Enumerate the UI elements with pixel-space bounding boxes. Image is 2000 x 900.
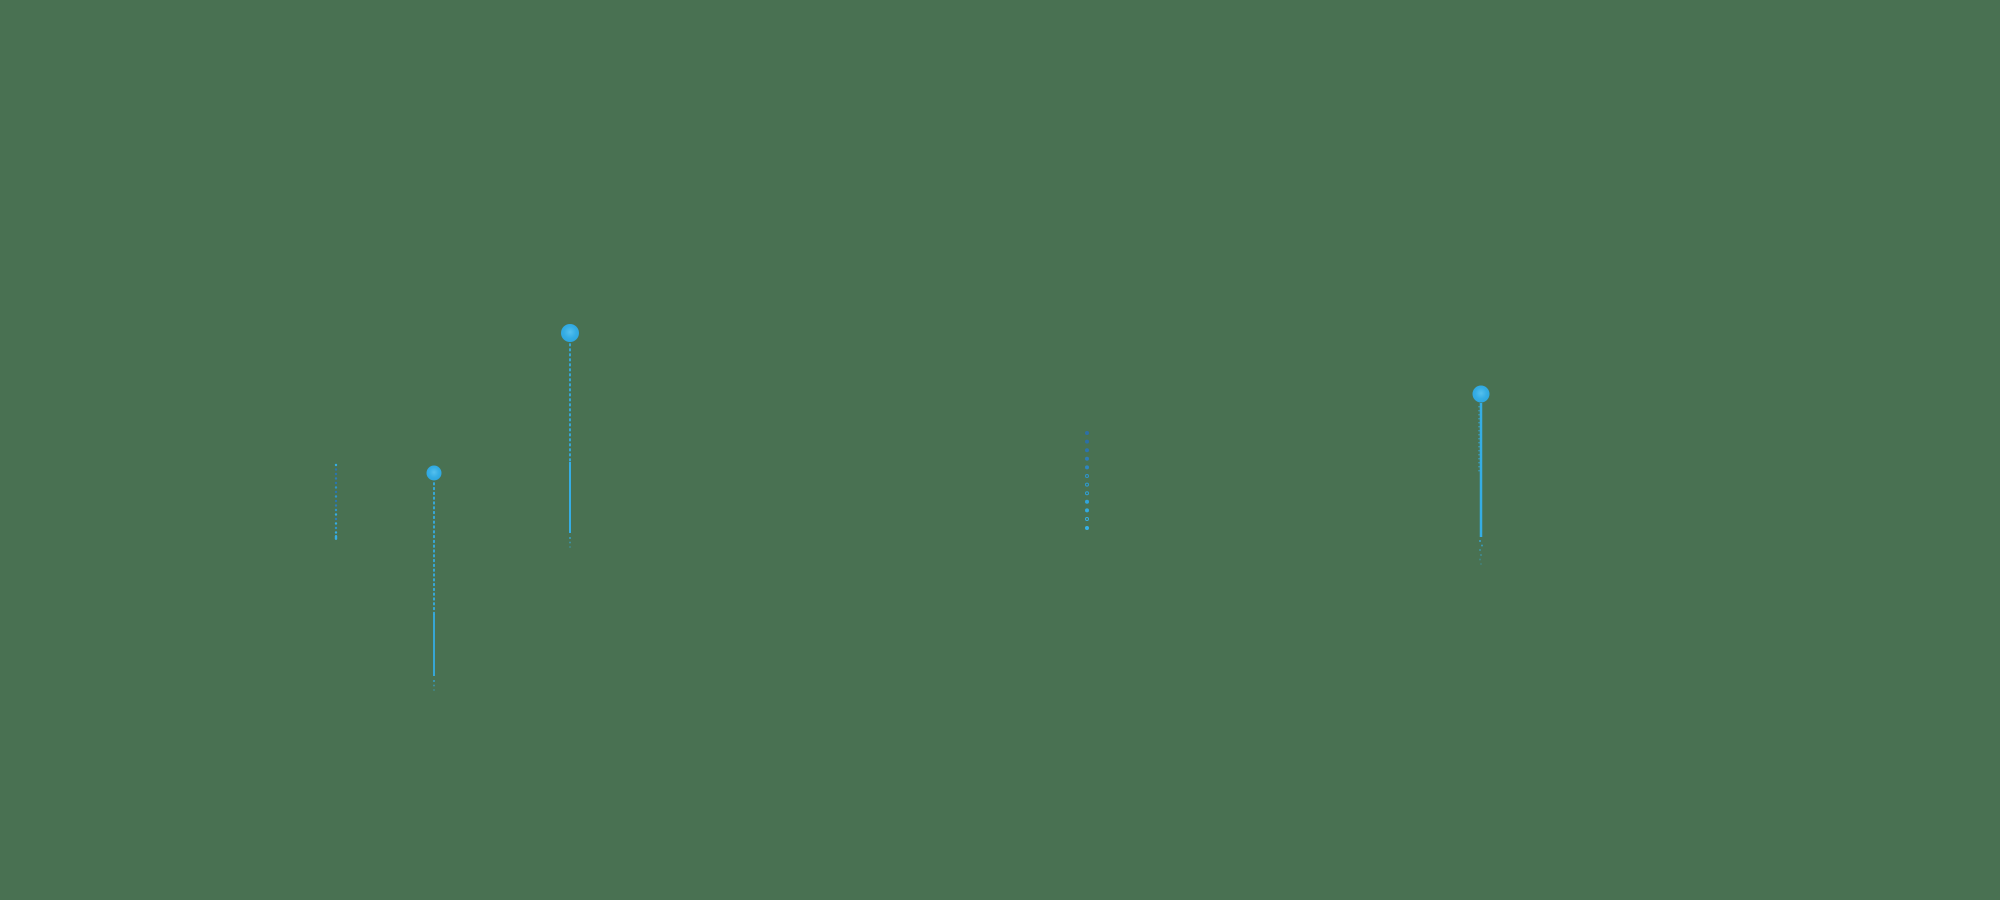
comet-e-fade-dot	[1480, 563, 1482, 565]
comet-e-fade-dot	[1479, 540, 1481, 542]
dot-trail-d-dot	[1085, 508, 1089, 513]
comet-c-fade-dot	[569, 546, 571, 548]
dot-trail-a-dot	[334, 481, 338, 485]
dot-trail-d-ring-dot	[1085, 517, 1089, 521]
dot-trail-a-dot	[334, 504, 338, 507]
dot-trail-a-dot	[334, 522, 338, 525]
dot-trail-a-dot	[334, 486, 338, 489]
dot-trail-a-dot	[334, 526, 338, 530]
dot-trail-a-dot	[334, 531, 338, 534]
dot-trail-a-dot	[334, 477, 338, 480]
comet-b-head	[426, 465, 442, 481]
dot-trail-d-dot	[1085, 465, 1089, 470]
dot-trail-d-ring-dot	[1085, 474, 1089, 478]
dot-trail-a-dot	[334, 495, 338, 498]
dot-trail-a-dot	[334, 499, 338, 503]
comet-b-fade-dot	[433, 684, 435, 687]
dot-trail-a-dot	[334, 468, 338, 471]
comet-c-fade-dot	[569, 541, 571, 544]
dot-trail-d-ring-dot	[1085, 491, 1089, 496]
dot-trail-d-dot	[1085, 526, 1089, 530]
dot-trail-a-dot	[334, 490, 338, 494]
comet-c-fade-dot	[569, 537, 571, 539]
comet-b-fade-dot	[433, 689, 435, 691]
dot-trail-a-dot	[334, 472, 338, 476]
comet-c-head	[561, 324, 579, 342]
comet-e-fade-dot	[1481, 544, 1483, 547]
comet-b-fade-dot	[433, 680, 435, 682]
comet-e-head	[1472, 385, 1490, 403]
dot-trail-d-ring-dot	[1085, 482, 1089, 487]
dot-trail-d-dot	[1085, 439, 1089, 444]
dot-trail-d-dot	[1085, 431, 1089, 435]
dot-trail-a-dot	[334, 508, 338, 512]
dot-trail-a-dash	[334, 535, 338, 540]
comet-e-fade-dot	[1479, 549, 1481, 551]
dot-trail-a-dot	[334, 517, 338, 521]
dot-trail-d-dot	[1085, 456, 1089, 461]
dot-trail-a-dot	[334, 463, 338, 467]
dot-trail-d-dot	[1085, 499, 1089, 504]
comet-e-fade-dot	[1479, 558, 1481, 561]
dot-trail-d-dot	[1085, 448, 1089, 453]
particles-group	[334, 324, 1490, 691]
dot-trail-a-dot	[334, 513, 338, 516]
comet-e-fade-dot	[1480, 554, 1482, 556]
